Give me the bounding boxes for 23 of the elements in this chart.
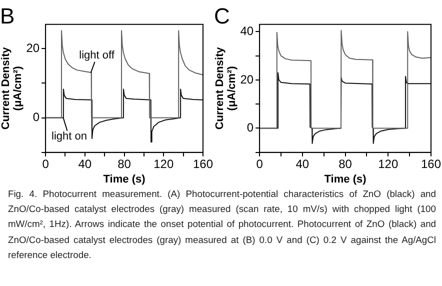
x-tick-label: 160 bbox=[420, 156, 442, 171]
chart-title: B bbox=[0, 3, 15, 28]
caption: Fig. 4. Photocurrent measurement. (A) Photocurrent-potential characteristics of ZnO (black) and ZnO/Co-based catalyst electrodes (gray) measured (scan rate, 10 mV/s) with chopped light (100 mW/cm², 1Hz). Arrows indicate the onset potential of photocurrent. Photocurrent of ZnO (black) and ZnO/Co-based catalyst electrodes (gray) measured at (B) 0.0 V and (C) 0.2 V against the Ag/AgCl reference electrode. bbox=[8, 187, 436, 262]
y-axis-title: Current Density (μA/cm²) bbox=[214, 46, 238, 130]
x-tick-label: 0 bbox=[42, 156, 50, 171]
x-tick-label: 40 bbox=[78, 156, 92, 171]
x-tick-label: 0 bbox=[256, 156, 264, 171]
x-axis-title: Time (s) bbox=[103, 173, 146, 186]
y-tick-label: 40 bbox=[240, 24, 254, 38]
annotation: light off bbox=[79, 49, 116, 62]
x-tick-label: 40 bbox=[296, 156, 310, 171]
x-tick-label: 160 bbox=[192, 156, 214, 171]
x-tick-label: 80 bbox=[338, 156, 352, 171]
y-tick-label: 20 bbox=[240, 72, 254, 86]
x-tick-label: 120 bbox=[378, 156, 398, 171]
y-tick-label: 0 bbox=[246, 120, 254, 135]
y-tick-label: 20 bbox=[26, 40, 40, 55]
chart-title: C bbox=[214, 3, 230, 28]
x-axis-title: Time (s) bbox=[324, 173, 367, 186]
y-axis-title: Current Density (μA/cm²) bbox=[0, 46, 24, 130]
x-tick-label: 80 bbox=[118, 156, 132, 171]
annotation: light on bbox=[52, 130, 87, 142]
x-tick-label: 120 bbox=[154, 156, 174, 171]
